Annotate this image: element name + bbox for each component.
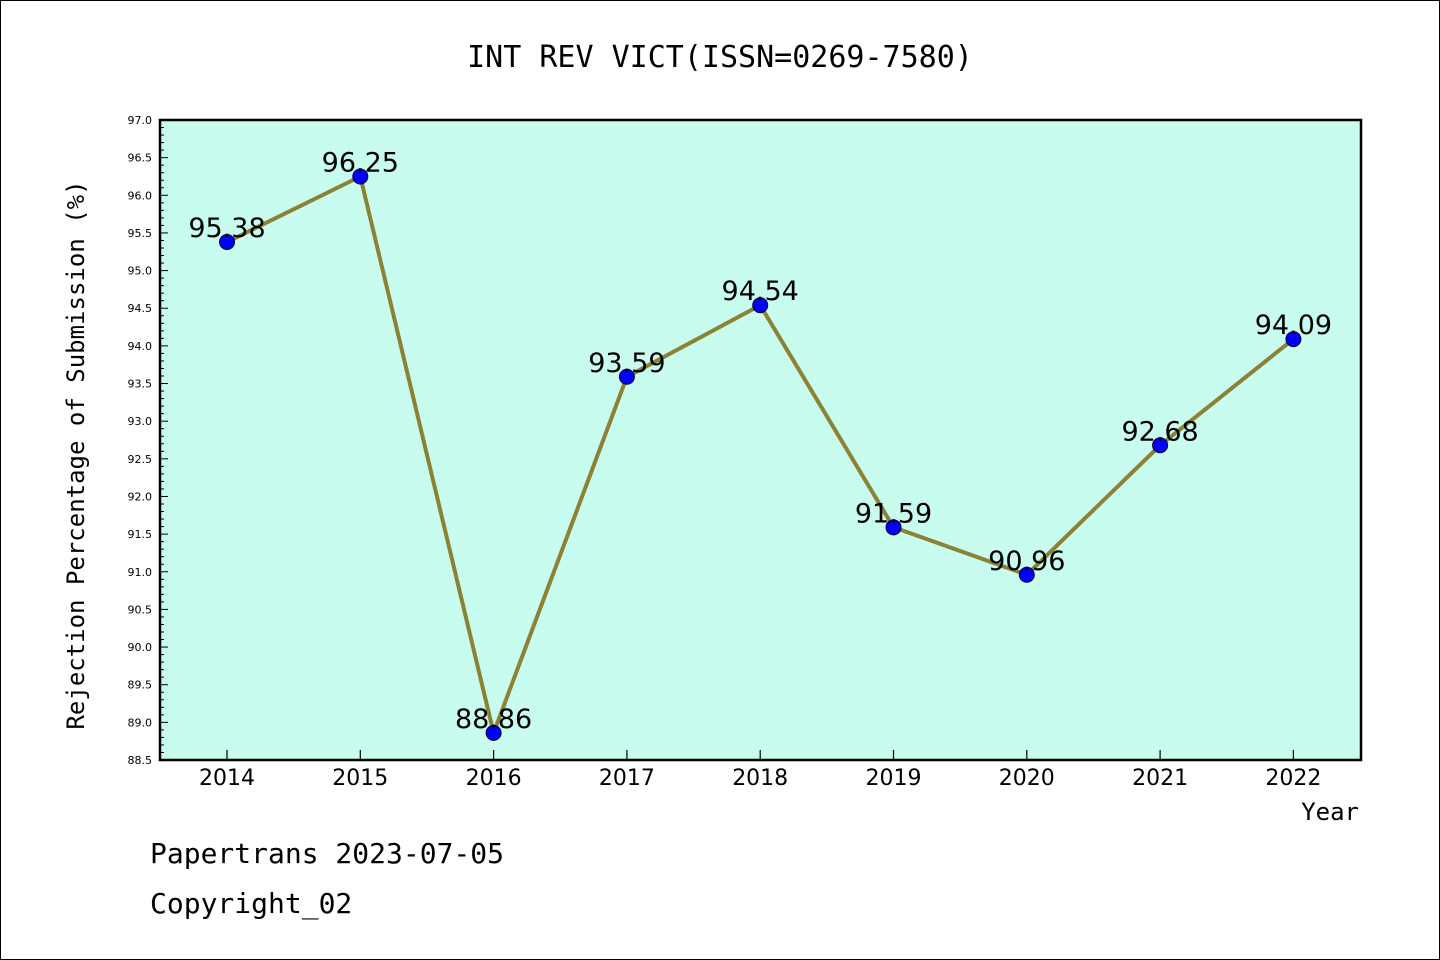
data-point-marker bbox=[485, 724, 502, 741]
x-tick-label: 2016 bbox=[466, 766, 522, 791]
y-tick-label: 91.0 bbox=[128, 566, 153, 579]
x-tick-label: 2017 bbox=[599, 766, 655, 791]
y-tick-label: 92.5 bbox=[128, 453, 153, 466]
data-label: 88.86 bbox=[455, 704, 532, 735]
data-point-marker bbox=[618, 368, 635, 385]
chart-title: INT REV VICT(ISSN=0269-7580) bbox=[467, 40, 973, 75]
y-tick-label: 96.5 bbox=[128, 152, 153, 165]
footer-date: Papertrans 2023-07-05 bbox=[150, 837, 504, 870]
y-tick-label: 89.5 bbox=[128, 679, 153, 692]
footer-copyright: Copyright_02 bbox=[150, 887, 352, 921]
x-tick-label: 2022 bbox=[1265, 766, 1321, 791]
data-labels: 95.38 96.25 88.86 93.59 94.54 91.59 90.96 92.68… bbox=[188, 147, 1332, 734]
data-label: 90.96 bbox=[988, 546, 1065, 577]
y-tick-label: 92.0 bbox=[128, 490, 153, 503]
data-label: 95.38 bbox=[188, 213, 265, 244]
y-tick-label: 89.0 bbox=[128, 716, 153, 729]
y-tick-label: 90.5 bbox=[128, 603, 153, 616]
data-label: 93.59 bbox=[588, 348, 665, 379]
y-tick-label: 94.0 bbox=[128, 340, 153, 353]
x-tick-label: 2019 bbox=[866, 766, 922, 791]
data-label: 94.09 bbox=[1255, 310, 1332, 341]
y-tick-label: 90.0 bbox=[128, 641, 153, 654]
series-markers bbox=[219, 168, 1302, 741]
data-point-marker bbox=[752, 297, 769, 314]
data-point-marker bbox=[1152, 437, 1169, 454]
x-tick-label: 2018 bbox=[732, 766, 788, 791]
data-label: 94.54 bbox=[722, 276, 799, 307]
data-point-marker bbox=[352, 168, 369, 185]
y-tick-label: 95.5 bbox=[128, 227, 153, 240]
y-tick-label: 94.5 bbox=[128, 302, 153, 315]
y-tick-label: 96.0 bbox=[128, 189, 153, 202]
x-tick-label: 2021 bbox=[1132, 766, 1188, 791]
x-tick-label: 2020 bbox=[999, 766, 1055, 791]
y-tick-label: 88.5 bbox=[128, 754, 153, 767]
y-tick-label: 91.5 bbox=[128, 528, 153, 541]
data-point-marker bbox=[885, 519, 902, 536]
x-axis: 2014 2015 2016 2017 2018 2019 2020 2021 2022 bbox=[199, 750, 1321, 791]
x-tick-label: 2015 bbox=[332, 766, 388, 791]
y-tick-label: 95.0 bbox=[128, 265, 153, 278]
y-tick-label: 93.0 bbox=[128, 415, 153, 428]
x-axis-label: Year bbox=[1301, 798, 1359, 826]
data-label: 91.59 bbox=[855, 498, 932, 529]
y-axis: 88.5 89.0 89.5 90.0 90.5 91.0 91.5 92.0 92.5 93.0… bbox=[128, 114, 168, 767]
data-point-marker bbox=[1018, 566, 1035, 583]
data-point-marker bbox=[1285, 331, 1302, 348]
x-tick-label: 2014 bbox=[199, 766, 255, 791]
y-axis-label: Rejection Percentage of Submission (%) bbox=[62, 180, 90, 729]
data-point-marker bbox=[219, 233, 235, 250]
y-tick-label: 93.5 bbox=[128, 378, 153, 391]
y-tick-label: 97.0 bbox=[128, 114, 153, 127]
data-label: 96.25 bbox=[322, 147, 399, 178]
data-label: 92.68 bbox=[1121, 416, 1198, 447]
